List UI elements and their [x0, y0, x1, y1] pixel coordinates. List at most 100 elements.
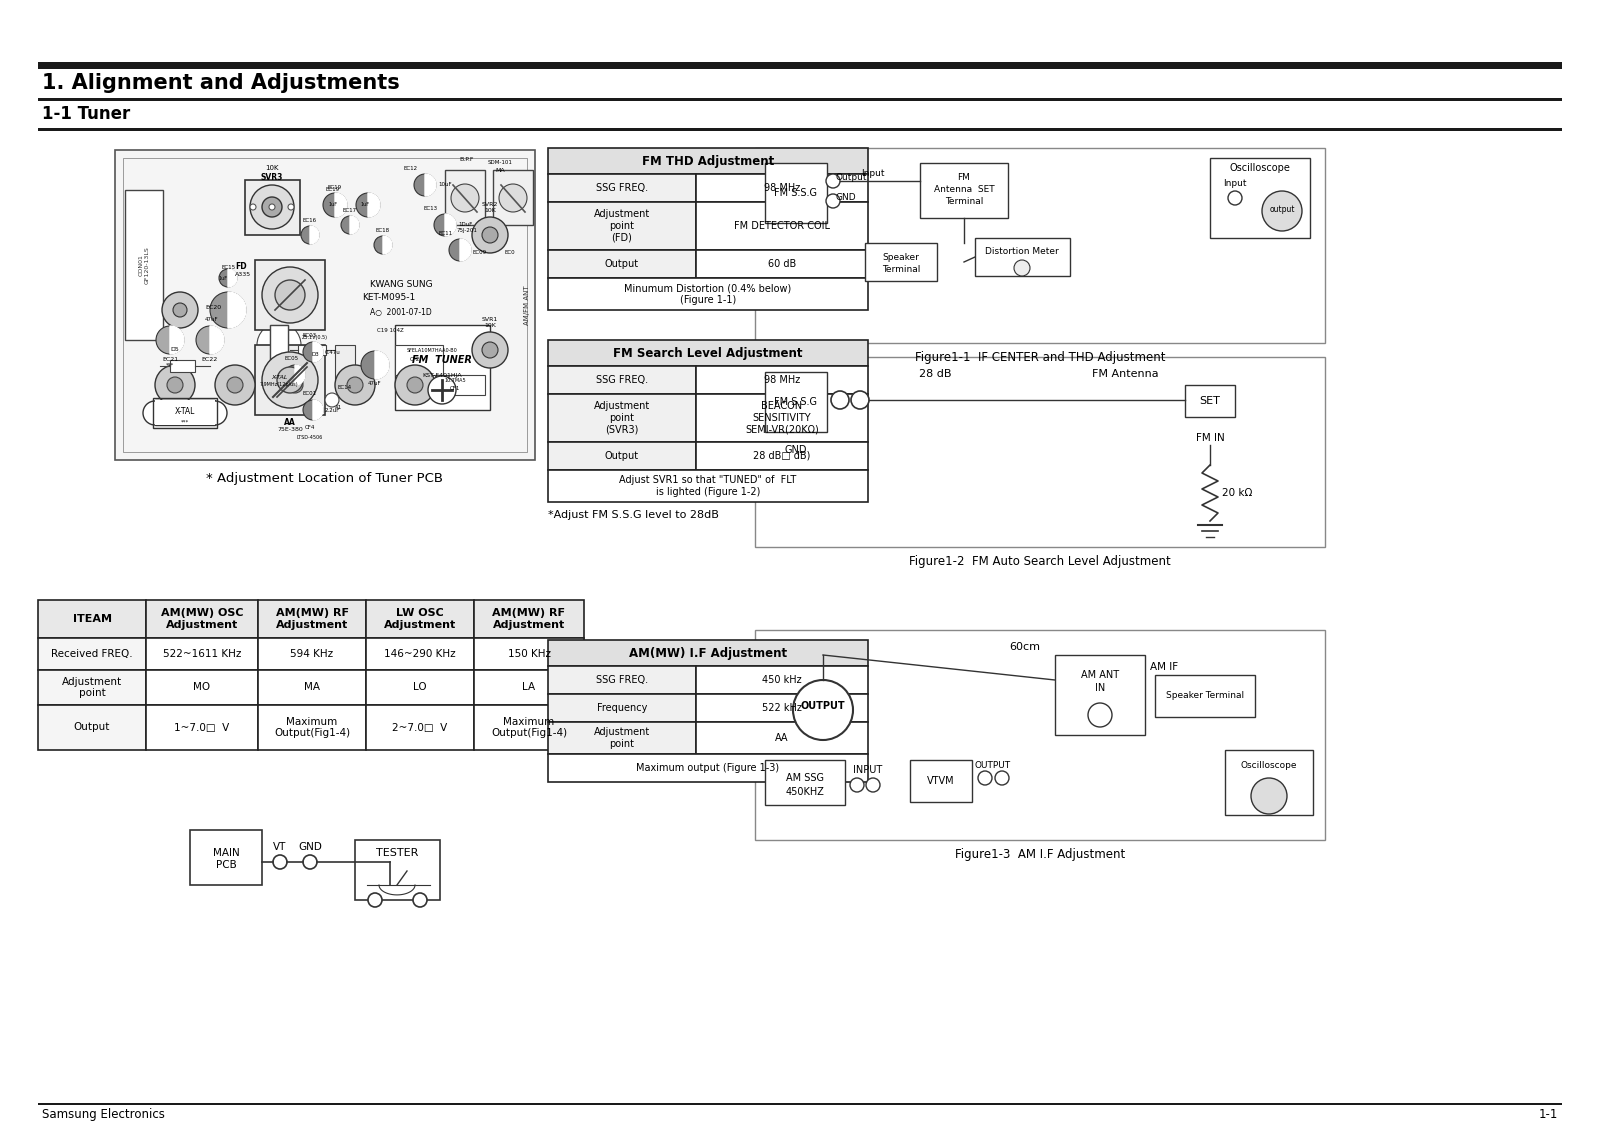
- Bar: [547, 174, 696, 201]
- Bar: [146, 638, 258, 670]
- Bar: [1210, 158, 1310, 238]
- Text: EC19: EC19: [328, 185, 342, 190]
- Polygon shape: [310, 226, 318, 245]
- Text: Distortion Meter: Distortion Meter: [986, 248, 1059, 257]
- Text: EC18: EC18: [376, 228, 390, 233]
- Circle shape: [285, 365, 306, 385]
- Bar: [155, 400, 214, 424]
- Bar: [696, 250, 867, 278]
- Text: AM(MW) I.F Adjustment: AM(MW) I.F Adjustment: [629, 646, 787, 660]
- Text: 594 KHz: 594 KHz: [291, 649, 333, 659]
- Circle shape: [162, 292, 198, 328]
- Text: Adjustment
point: Adjustment point: [62, 677, 122, 698]
- Bar: [547, 250, 696, 278]
- Bar: [920, 163, 1008, 218]
- Text: Maximum
Output(Fig1-4): Maximum Output(Fig1-4): [274, 717, 350, 738]
- Bar: [547, 754, 867, 782]
- Polygon shape: [314, 342, 323, 362]
- Text: AA: AA: [285, 418, 296, 427]
- Circle shape: [302, 342, 323, 362]
- Text: SVR3: SVR3: [261, 173, 283, 182]
- Text: SSG FREQ.: SSG FREQ.: [595, 675, 648, 685]
- Text: 1DuF: 1DuF: [458, 223, 472, 228]
- Text: 2.2uF: 2.2uF: [325, 408, 341, 412]
- Text: AM(MW) OSC
Adjustment: AM(MW) OSC Adjustment: [160, 608, 243, 629]
- Bar: [125, 190, 163, 340]
- Text: FD: FD: [235, 261, 246, 271]
- Circle shape: [851, 391, 869, 409]
- Text: MAIN: MAIN: [213, 848, 240, 858]
- Circle shape: [1262, 191, 1302, 231]
- Text: Figure1-2  FM Auto Search Level Adjustment: Figure1-2 FM Auto Search Level Adjustmen…: [909, 555, 1171, 568]
- Bar: [474, 670, 584, 705]
- Text: FM Search Level Adjustment: FM Search Level Adjustment: [613, 346, 803, 360]
- Text: FM S.S.G: FM S.S.G: [774, 188, 818, 198]
- Circle shape: [1088, 703, 1112, 727]
- Bar: [547, 722, 696, 754]
- Circle shape: [274, 855, 286, 869]
- Text: AM SSG: AM SSG: [786, 773, 824, 783]
- Circle shape: [482, 228, 498, 243]
- Text: AM/FM ANT: AM/FM ANT: [525, 285, 530, 325]
- Bar: [974, 238, 1070, 276]
- Circle shape: [334, 365, 374, 405]
- Text: 1~7.0□  V: 1~7.0□ V: [174, 722, 230, 732]
- Text: 98 MHz: 98 MHz: [763, 375, 800, 385]
- Text: LA: LA: [523, 683, 536, 693]
- Bar: [38, 705, 146, 751]
- Bar: [366, 638, 474, 670]
- Circle shape: [978, 771, 992, 784]
- Text: EC11: EC11: [438, 231, 453, 235]
- Circle shape: [451, 185, 478, 212]
- Text: Adjustment
point: Adjustment point: [594, 727, 650, 748]
- Bar: [696, 394, 867, 441]
- Text: 522~1611 KHz: 522~1611 KHz: [163, 649, 242, 659]
- Text: LW OSC
Adjustment: LW OSC Adjustment: [384, 608, 456, 629]
- Text: KWANG SUNG: KWANG SUNG: [370, 280, 432, 289]
- Circle shape: [301, 226, 318, 245]
- Circle shape: [866, 778, 880, 792]
- Text: SSG FREQ.: SSG FREQ.: [595, 375, 648, 385]
- Circle shape: [214, 365, 254, 405]
- Text: Frequency: Frequency: [597, 703, 646, 713]
- Circle shape: [429, 376, 456, 404]
- Circle shape: [195, 326, 224, 354]
- Polygon shape: [445, 214, 456, 235]
- Bar: [155, 400, 214, 424]
- Text: Output: Output: [605, 259, 638, 269]
- Bar: [355, 840, 440, 900]
- Circle shape: [1014, 260, 1030, 276]
- Circle shape: [368, 893, 382, 907]
- Text: 98 MHz: 98 MHz: [763, 183, 800, 192]
- Bar: [366, 670, 474, 705]
- Text: 10K: 10K: [266, 165, 278, 171]
- Bar: [474, 600, 584, 638]
- Circle shape: [288, 204, 294, 211]
- Bar: [755, 631, 1325, 840]
- Bar: [146, 705, 258, 751]
- Text: EC0: EC0: [504, 250, 515, 255]
- Bar: [334, 345, 355, 380]
- Bar: [270, 325, 288, 380]
- Circle shape: [269, 204, 275, 211]
- Text: AM IF: AM IF: [1150, 662, 1178, 672]
- Text: ***: ***: [166, 362, 174, 368]
- Text: D5: D5: [171, 348, 179, 352]
- Bar: [696, 366, 867, 394]
- Polygon shape: [170, 326, 184, 354]
- Circle shape: [341, 216, 358, 234]
- Text: FM S.S.G: FM S.S.G: [774, 397, 818, 408]
- Text: GND: GND: [298, 842, 322, 852]
- Text: EC13: EC13: [424, 206, 438, 211]
- Text: Terminal: Terminal: [946, 197, 982, 206]
- Text: EC22: EC22: [202, 357, 218, 362]
- Bar: [38, 98, 1562, 101]
- Text: MO: MO: [194, 683, 211, 693]
- Text: IN: IN: [1094, 683, 1106, 693]
- Text: VTVM: VTVM: [926, 777, 955, 786]
- Circle shape: [472, 217, 509, 252]
- Circle shape: [203, 401, 227, 424]
- Bar: [258, 600, 366, 638]
- Text: 150 KHz: 150 KHz: [507, 649, 550, 659]
- Text: Figure1-1  IF CENTER and THD Adjustment: Figure1-1 IF CENTER and THD Adjustment: [915, 351, 1165, 365]
